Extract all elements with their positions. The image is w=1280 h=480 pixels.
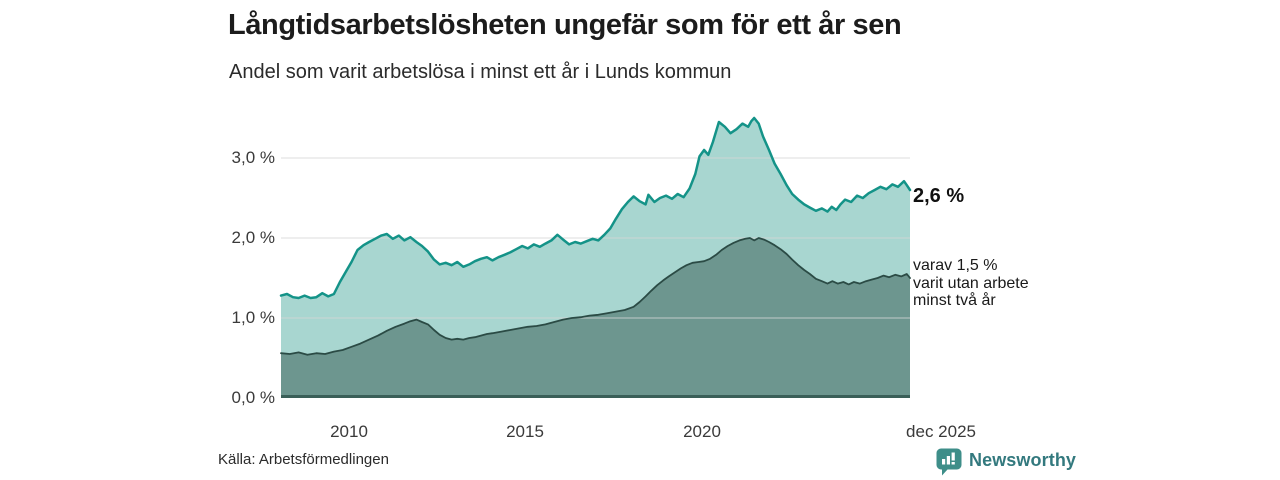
- y-axis-label-1: 1,0 %: [231, 308, 275, 327]
- y-axis-label-3: 3,0 %: [231, 148, 275, 167]
- y-axis-label-2: 2,0 %: [231, 228, 275, 247]
- newsworthy-wordmark: Newsworthy: [969, 450, 1077, 470]
- series-end-label-breakdown: varav 1,5 % varit utan arbete minst två …: [913, 257, 1029, 310]
- page-title: Långtidsarbetslösheten ungefär som för e…: [228, 9, 902, 41]
- source-attribution: Källa: Arbetsförmedlingen: [218, 451, 389, 468]
- breakdown-line-1: varav 1,5 %: [913, 257, 998, 274]
- x-axis-label-2020: 2020: [683, 422, 721, 441]
- x-axis-label-2010: 2010: [330, 422, 368, 441]
- chart-subtitle: Andel som varit arbetslösa i minst ett å…: [229, 61, 732, 83]
- x-axis-label-dec-2025: dec 2025: [906, 422, 976, 441]
- newsworthy-logo: Newsworthy: [936, 448, 1076, 478]
- total-line: [279, 116, 912, 300]
- newsworthy-badge-icon: [936, 448, 962, 476]
- y-axis-label-0: 0,0 %: [231, 388, 275, 407]
- x-axis-label-2015: 2015: [506, 422, 544, 441]
- breakdown-line-2: varit utan arbete: [913, 274, 1029, 292]
- series-end-label-total: 2,6 %: [913, 185, 965, 207]
- breakdown-line-3: minst två år: [913, 292, 996, 309]
- two-year-line: [280, 237, 911, 356]
